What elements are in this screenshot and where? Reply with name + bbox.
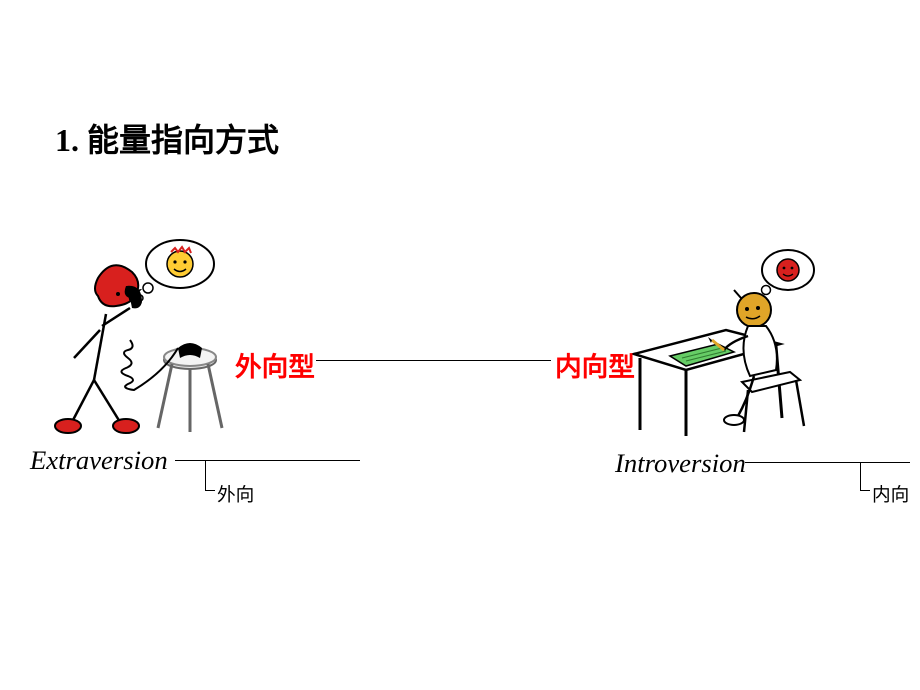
slide-title: 1. 能量指向方式 [55,115,279,161]
introvert-type-label: 内向型 [555,345,635,384]
right-sub-tick [860,490,870,491]
extraversion-sub-label: 外向 [217,480,254,507]
right-drop-line [860,462,861,490]
extravert-type-label: 外向型 [235,345,315,384]
extraversion-illustration [40,230,235,440]
left-main-line [175,460,360,461]
right-main-line [745,462,910,463]
connector-line [316,360,551,361]
left-sub-tick [205,490,215,491]
extraversion-english-label: Extraversion [30,445,168,476]
introversion-sub-label: 内向 [872,480,909,507]
introversion-illustration [630,240,825,440]
left-drop-line [205,460,206,490]
slide-canvas: 1. 能量指向方式 [0,0,920,690]
introversion-english-label: Introversion [615,448,746,479]
